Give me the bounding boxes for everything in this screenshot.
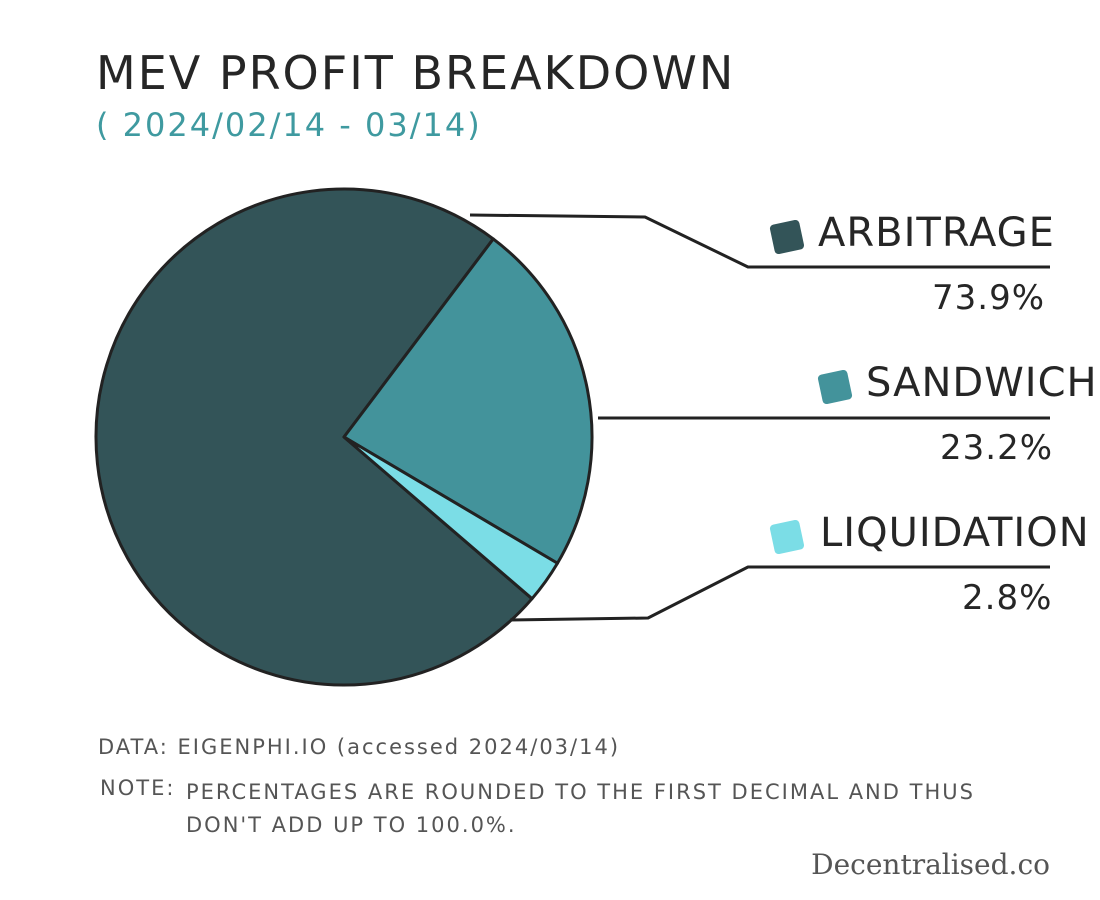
chart-title: MEV PROFIT BREAKDOWN <box>96 46 736 100</box>
legend-label-liquidation: LIQUIDATION <box>820 510 1090 556</box>
data-label-liquidation: 2.8% <box>962 578 1053 618</box>
data-label-sandwich: 23.2% <box>940 428 1054 468</box>
brand-logo-text: Decentralised.co <box>811 848 1050 881</box>
data-source: DATA: EIGENPHI.IO (accessed 2024/03/14) <box>98 735 621 759</box>
legend-swatch-arbitrage <box>769 219 805 255</box>
pie-slice-sandwich <box>342 237 594 565</box>
legend-swatch-sandwich <box>817 369 853 405</box>
note-label: NOTE: <box>100 776 176 800</box>
chart-subtitle: ( 2024/02/14 - 03/14) <box>96 106 482 144</box>
legend-label-arbitrage: ARBITRAGE <box>818 210 1055 256</box>
legend-swatch-liquidation <box>769 519 805 555</box>
leader-line-arbitrage <box>469 213 1050 269</box>
pie-slice-arbitrage <box>94 187 534 687</box>
leader-line-liquidation <box>509 565 1050 622</box>
legend-label-sandwich: SANDWICH <box>866 360 1098 406</box>
pie-slice-liquidation <box>342 435 559 601</box>
note-text: PERCENTAGES ARE ROUNDED TO THE FIRST DEC… <box>186 780 975 837</box>
data-label-arbitrage: 73.9% <box>932 278 1046 318</box>
